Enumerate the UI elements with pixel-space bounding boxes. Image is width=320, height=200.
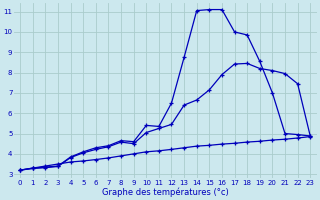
X-axis label: Graphe des températures (°c): Graphe des températures (°c) <box>102 187 228 197</box>
